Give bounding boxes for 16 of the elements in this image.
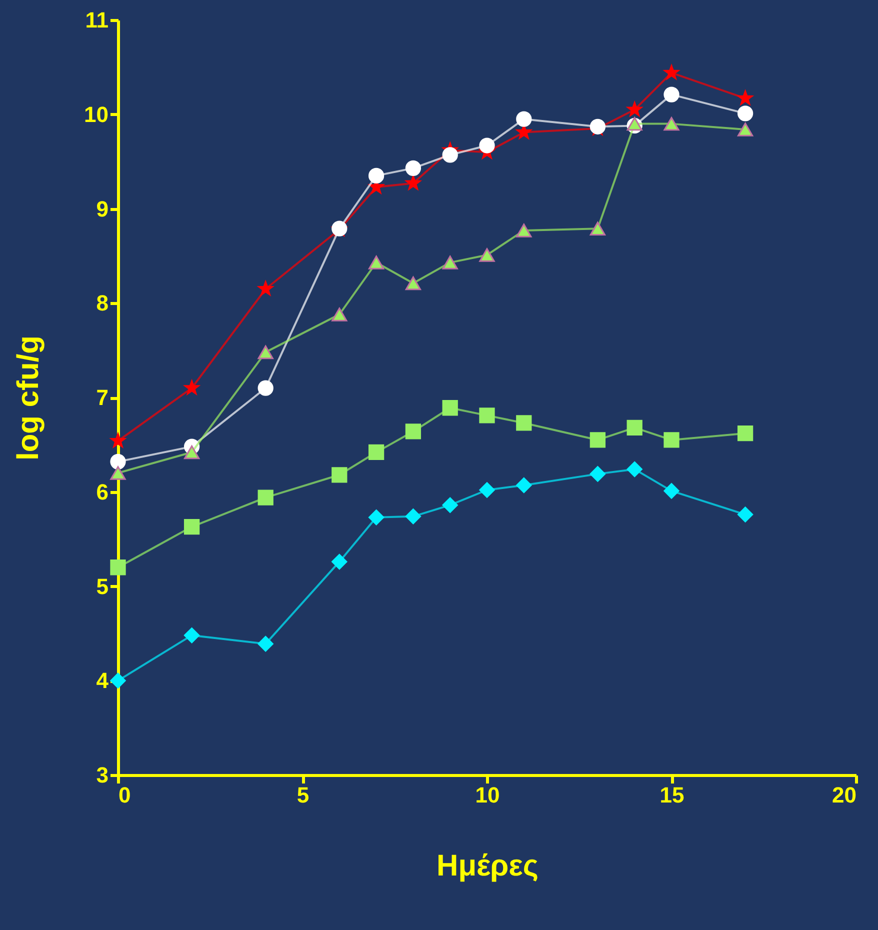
y-tick-label: 10: [84, 102, 108, 127]
x-tick-label: 15: [660, 782, 684, 808]
y-tick-label: 5: [96, 574, 108, 599]
y-tick-label: 9: [96, 196, 108, 222]
x-tick-label: 0: [118, 782, 131, 808]
x-tick-label: 10: [475, 782, 500, 808]
y-tick-label: 7: [96, 385, 108, 410]
y-tick-label: 11: [85, 8, 108, 32]
y-tick-label: 3: [96, 762, 108, 788]
x-tick-label: 20: [832, 782, 856, 808]
y-tick-label: 4: [96, 668, 110, 694]
y-axis-title: log cfu/g: [12, 336, 46, 460]
y-tick-label: 6: [96, 479, 108, 504]
x-axis-title: Ημέρες: [436, 850, 538, 882]
y-tick-label: 8: [96, 290, 108, 316]
x-tick-label: 5: [296, 782, 310, 808]
